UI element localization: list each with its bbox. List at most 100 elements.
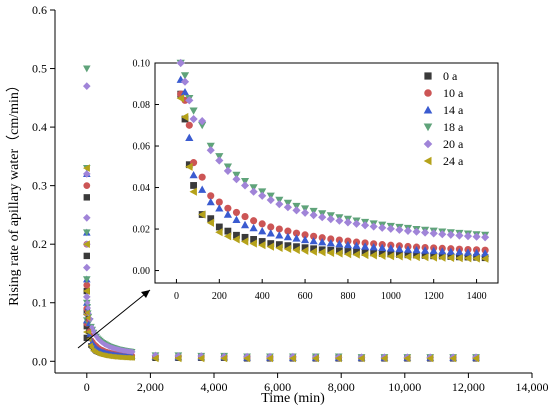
main-early-data-point bbox=[85, 305, 91, 311]
inset-data-point bbox=[207, 192, 215, 200]
main-x-tick-label: 2,000 bbox=[137, 380, 164, 394]
main-early-data-point bbox=[91, 330, 98, 337]
main-x-tick-label: 14,000 bbox=[516, 380, 549, 394]
inset-data-point bbox=[412, 253, 420, 262]
inset-data-point bbox=[378, 223, 387, 232]
main-early-data-point bbox=[92, 332, 99, 339]
main-series-24a bbox=[83, 164, 480, 363]
main-x-axis-title: Time (min) bbox=[261, 391, 325, 406]
inset-data-point bbox=[352, 241, 361, 249]
inset-x-ticks: 0 200 400 600 800 1000 1200 1400 bbox=[174, 279, 487, 302]
main-y-tick-label: 0.2 bbox=[32, 237, 47, 251]
inset-data-point bbox=[180, 77, 190, 86]
inset-data-point bbox=[198, 122, 207, 130]
inset-data-point bbox=[283, 232, 292, 241]
inset-data-point bbox=[421, 246, 430, 254]
inset-data-point bbox=[463, 254, 472, 263]
inset-y-tick-label: 0.04 bbox=[133, 183, 151, 194]
main-data-point bbox=[289, 354, 296, 363]
main-data-point bbox=[83, 287, 90, 295]
inset-data-point bbox=[412, 227, 421, 236]
main-x-tick-label: 0 bbox=[84, 380, 90, 394]
main-data-point bbox=[83, 281, 91, 289]
legend-entry: 10 a bbox=[424, 86, 464, 100]
inset-data-point bbox=[327, 246, 335, 254]
main-x-tick-label: 12,000 bbox=[452, 380, 485, 394]
inset-data-point bbox=[335, 216, 344, 225]
inset-data-point bbox=[395, 252, 403, 261]
main-x-tick-label: 8,000 bbox=[328, 380, 355, 394]
inset-data-point bbox=[232, 235, 240, 244]
inset-data-point bbox=[190, 182, 197, 189]
inset-data-point bbox=[293, 243, 300, 251]
inset-data-point bbox=[198, 117, 207, 126]
main-early-data-point bbox=[85, 329, 91, 335]
main-data-point bbox=[197, 354, 205, 363]
inset-data-point bbox=[481, 254, 489, 263]
main-data-point bbox=[311, 354, 319, 363]
inset-data-point bbox=[327, 235, 335, 243]
main-early-data-point bbox=[89, 324, 95, 331]
inset-data-point bbox=[189, 107, 198, 115]
inset-data-point bbox=[233, 231, 240, 239]
inset-data-point bbox=[403, 245, 412, 253]
legend-marker bbox=[424, 89, 432, 97]
inset-data-point bbox=[206, 218, 214, 227]
inset-data-point bbox=[455, 231, 464, 240]
inset-data-point bbox=[463, 232, 473, 241]
inset-data-point bbox=[310, 245, 318, 253]
inset-data-point bbox=[335, 247, 343, 255]
inset-data-point bbox=[223, 232, 232, 241]
legend-marker bbox=[423, 123, 433, 132]
inset-legend: 0 a 10 a 14 a 18 a 20 a 24 a bbox=[423, 69, 464, 168]
inset-data-point bbox=[232, 175, 241, 184]
legend-label: 14 a bbox=[443, 103, 464, 117]
inset-data-point bbox=[292, 234, 301, 242]
inset-data-point bbox=[318, 248, 326, 257]
zoom-callout-arrow bbox=[77, 289, 151, 349]
inset-data-point bbox=[224, 227, 232, 235]
inset-series-20a bbox=[176, 58, 490, 242]
inset-data-point bbox=[446, 247, 455, 255]
inset-data-point bbox=[421, 228, 430, 237]
main-data-point bbox=[83, 170, 91, 178]
inset-data-point bbox=[463, 248, 473, 256]
main-early-series-20a bbox=[84, 299, 136, 355]
main-data-point bbox=[266, 354, 273, 363]
inset-data-point bbox=[310, 232, 318, 240]
inset-data-point bbox=[343, 250, 352, 259]
inset-data-point bbox=[258, 238, 266, 245]
main-data-point bbox=[83, 65, 91, 73]
inset-series-24a bbox=[176, 94, 489, 263]
inset-data-point bbox=[438, 230, 447, 239]
main-data-point bbox=[220, 354, 228, 363]
inset-data-point bbox=[326, 239, 335, 247]
inset-series-10a bbox=[177, 90, 489, 254]
main-chart: 0 2,000 4,000 6,000 8,000 10,000 12,000 14,000 … bbox=[6, 3, 549, 406]
inset-data-point bbox=[185, 162, 193, 171]
main-x-tick-label: 4,000 bbox=[201, 380, 228, 394]
main-data-point bbox=[174, 354, 182, 363]
inset-data-point bbox=[352, 219, 361, 228]
inset-data-point bbox=[284, 242, 292, 250]
main-early-data-point bbox=[85, 315, 91, 321]
inset-data-point bbox=[241, 220, 250, 229]
inset-data-point bbox=[361, 221, 370, 230]
inset-data-point bbox=[241, 181, 250, 190]
legend-label: 18 a bbox=[443, 120, 464, 134]
inset-data-point bbox=[275, 231, 284, 239]
inset-data-point bbox=[429, 229, 438, 238]
inset-x-tick-label: 1400 bbox=[467, 291, 487, 302]
main-y-tick-label: 0.0 bbox=[32, 354, 47, 368]
inset-data-point bbox=[429, 246, 438, 255]
inset-data-point bbox=[343, 240, 352, 249]
inset-data-point bbox=[301, 235, 310, 244]
inset-data-point bbox=[215, 198, 223, 206]
inset-data-point bbox=[361, 249, 369, 256]
inset-data-point bbox=[344, 248, 352, 255]
inset-data-point bbox=[250, 217, 258, 225]
inset-data-point bbox=[198, 185, 207, 193]
main-data-point bbox=[83, 252, 90, 260]
inset-data-point bbox=[378, 250, 386, 257]
inset-data-point bbox=[438, 253, 446, 262]
